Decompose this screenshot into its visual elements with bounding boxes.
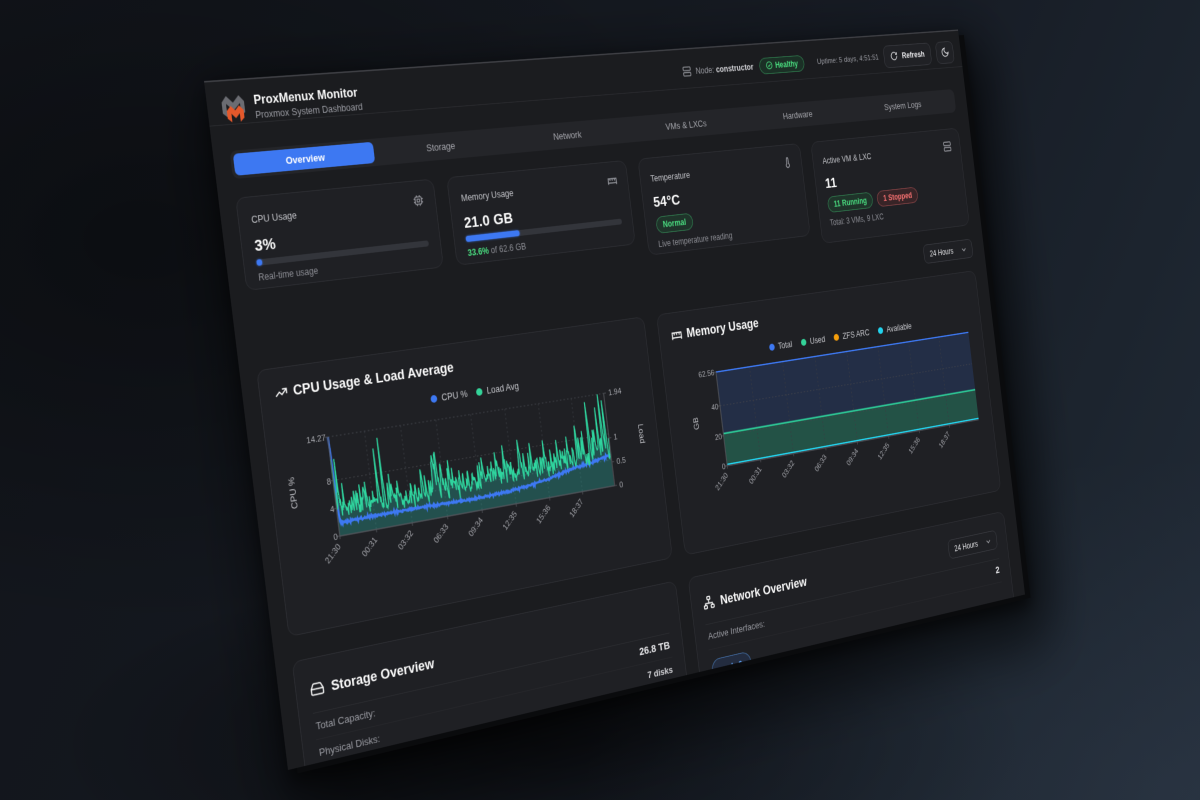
svg-text:12:35: 12:35 xyxy=(876,441,890,461)
svg-text:CPU %: CPU % xyxy=(287,476,301,510)
svg-text:1.94: 1.94 xyxy=(608,386,622,397)
svg-text:18:37: 18:37 xyxy=(568,497,585,519)
svg-text:1: 1 xyxy=(613,432,618,442)
svg-text:62.56: 62.56 xyxy=(698,368,715,380)
svg-text:GB: GB xyxy=(692,417,701,431)
svg-text:0: 0 xyxy=(619,480,624,490)
svg-text:09:34: 09:34 xyxy=(845,447,860,468)
svg-text:06:33: 06:33 xyxy=(813,453,828,474)
svg-text:14.27: 14.27 xyxy=(306,432,327,445)
svg-text:40: 40 xyxy=(711,402,719,412)
svg-text:0: 0 xyxy=(722,462,727,472)
svg-text:Load: Load xyxy=(636,423,647,444)
svg-text:0: 0 xyxy=(333,531,339,542)
svg-text:00:31: 00:31 xyxy=(360,535,379,559)
svg-text:09:34: 09:34 xyxy=(467,515,485,538)
svg-text:15:36: 15:36 xyxy=(907,435,921,455)
svg-text:00:31: 00:31 xyxy=(747,465,762,486)
svg-text:20: 20 xyxy=(714,432,722,442)
svg-text:03:32: 03:32 xyxy=(396,528,415,551)
svg-text:8: 8 xyxy=(326,476,332,487)
svg-text:21:30: 21:30 xyxy=(323,542,342,566)
svg-text:15:36: 15:36 xyxy=(535,503,552,526)
svg-text:12:35: 12:35 xyxy=(501,509,519,532)
svg-text:4: 4 xyxy=(330,504,336,515)
svg-text:0.5: 0.5 xyxy=(616,455,626,466)
svg-text:21:30: 21:30 xyxy=(714,471,730,492)
svg-text:18:37: 18:37 xyxy=(937,430,951,450)
svg-text:03:32: 03:32 xyxy=(781,458,796,479)
svg-text:06:33: 06:33 xyxy=(432,522,450,545)
